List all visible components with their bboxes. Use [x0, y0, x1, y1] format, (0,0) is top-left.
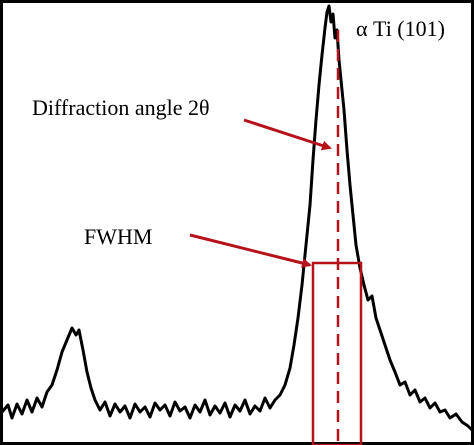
fwhm-label: FWHM — [84, 224, 152, 249]
diffraction-curve — [0, 4, 474, 432]
angle-arrow — [243, 118, 332, 151]
fwhm-arrow — [189, 233, 312, 268]
angle-label: Diffraction angle 2θ — [32, 95, 210, 120]
peak-label: α Ti (101) — [356, 16, 445, 41]
